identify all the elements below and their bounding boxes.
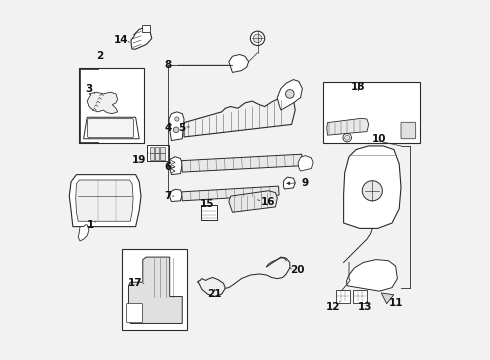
Circle shape	[344, 135, 350, 140]
Polygon shape	[346, 260, 397, 291]
Polygon shape	[84, 117, 139, 139]
Polygon shape	[169, 157, 182, 175]
Text: 21: 21	[207, 289, 222, 299]
FancyBboxPatch shape	[401, 122, 416, 139]
Polygon shape	[197, 278, 225, 297]
Polygon shape	[170, 189, 182, 202]
Text: 20: 20	[290, 265, 304, 275]
FancyBboxPatch shape	[79, 68, 144, 143]
Polygon shape	[182, 186, 279, 201]
Text: 15: 15	[200, 199, 215, 210]
FancyBboxPatch shape	[160, 153, 165, 159]
Polygon shape	[229, 54, 248, 72]
Text: 5: 5	[179, 123, 186, 133]
FancyBboxPatch shape	[147, 145, 169, 161]
Circle shape	[250, 31, 265, 45]
FancyBboxPatch shape	[155, 153, 159, 159]
Polygon shape	[182, 154, 302, 172]
FancyBboxPatch shape	[122, 249, 187, 330]
Text: 11: 11	[389, 298, 404, 308]
Text: 1: 1	[87, 220, 95, 230]
Text: 3: 3	[85, 84, 93, 94]
Text: 6: 6	[164, 162, 171, 172]
Text: 13: 13	[358, 302, 372, 312]
Text: 19: 19	[132, 155, 147, 165]
Polygon shape	[128, 257, 182, 323]
Polygon shape	[76, 180, 133, 221]
Text: 10: 10	[372, 134, 387, 144]
FancyBboxPatch shape	[353, 290, 368, 303]
Text: 18: 18	[351, 82, 365, 92]
FancyBboxPatch shape	[143, 26, 149, 32]
Polygon shape	[169, 112, 184, 140]
FancyBboxPatch shape	[155, 147, 159, 153]
Text: 17: 17	[128, 278, 143, 288]
Polygon shape	[229, 191, 277, 212]
FancyBboxPatch shape	[149, 147, 154, 153]
Text: 9: 9	[302, 178, 309, 188]
Text: 8: 8	[164, 60, 171, 70]
FancyBboxPatch shape	[88, 119, 133, 138]
Polygon shape	[184, 96, 295, 137]
Circle shape	[175, 117, 179, 121]
Polygon shape	[298, 156, 313, 171]
FancyBboxPatch shape	[336, 290, 350, 303]
FancyBboxPatch shape	[126, 303, 143, 323]
Polygon shape	[327, 118, 368, 135]
Text: 7: 7	[164, 191, 171, 201]
Polygon shape	[381, 293, 394, 304]
Circle shape	[286, 90, 294, 98]
FancyBboxPatch shape	[323, 82, 420, 143]
Polygon shape	[277, 80, 302, 110]
FancyBboxPatch shape	[160, 147, 165, 153]
Text: 16: 16	[261, 197, 275, 207]
FancyBboxPatch shape	[149, 153, 154, 159]
FancyBboxPatch shape	[200, 205, 217, 220]
Circle shape	[362, 181, 382, 201]
Polygon shape	[69, 175, 141, 226]
Circle shape	[343, 134, 351, 142]
Text: 12: 12	[326, 302, 340, 312]
Polygon shape	[283, 177, 295, 189]
Polygon shape	[78, 225, 89, 241]
Text: 14: 14	[114, 35, 128, 45]
Polygon shape	[131, 28, 152, 49]
Polygon shape	[87, 92, 118, 114]
Text: 4: 4	[164, 123, 171, 133]
Circle shape	[173, 127, 179, 133]
Polygon shape	[343, 146, 401, 228]
Text: 2: 2	[96, 51, 103, 61]
Circle shape	[253, 34, 262, 42]
